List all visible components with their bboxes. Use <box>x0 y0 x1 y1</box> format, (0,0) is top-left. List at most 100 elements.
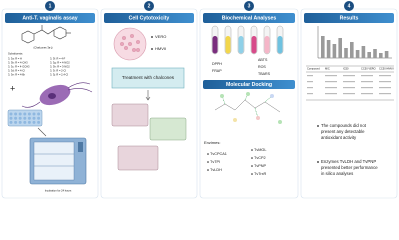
graphical-abstract: 1 2 3 4 Anti-T. vaginalis assay Cell Cyt… <box>1 1 398 199</box>
well <box>37 112 41 116</box>
trichomonas <box>21 82 93 108</box>
treatment-label: Treatment with chalcones <box>122 75 175 80</box>
cell-line: HMVII <box>155 46 166 51</box>
well <box>18 116 22 120</box>
substituent: 3, 3d: R = 4-Cl <box>8 69 25 73</box>
well <box>9 120 13 124</box>
incubation-label: Incubation for 24 hours <box>45 189 72 193</box>
table-cell <box>343 93 355 95</box>
enzyme: TvTrxR <box>254 172 267 176</box>
table-cell <box>361 81 373 83</box>
cell <box>136 40 140 44</box>
cell <box>132 48 136 52</box>
finding: in silico analyses <box>321 171 353 176</box>
results-table <box>306 65 394 101</box>
enzymes-title: Enzimes: <box>204 140 220 145</box>
cell <box>124 46 128 50</box>
finding: presented better performance <box>321 165 378 170</box>
step-number: 3 <box>248 4 251 10</box>
chalcone-structure <box>21 25 71 44</box>
bar-graphic <box>373 49 377 58</box>
table-rows <box>307 75 391 95</box>
tube-liquid <box>212 36 218 54</box>
table-cell <box>325 81 337 83</box>
well <box>23 120 27 124</box>
bullet <box>207 169 209 171</box>
table-cell <box>361 93 373 95</box>
plus: + <box>10 83 15 93</box>
well <box>9 112 13 116</box>
assay: ROS <box>258 65 266 69</box>
well <box>14 112 18 116</box>
headers <box>5 1 394 23</box>
substituent: 3, 3e: R = 4-Br <box>8 73 25 77</box>
cell-line: VERO <box>155 34 166 39</box>
enzyme: TvTPI <box>210 160 220 164</box>
table-cell <box>307 93 313 95</box>
table-cell <box>307 87 313 89</box>
finding: Enzymes TvLDH and TvPNP <box>321 159 376 164</box>
panel-title: Cell Cytotoxicity <box>129 16 170 22</box>
bar-graphic <box>384 51 389 58</box>
bar-graphic <box>326 40 331 58</box>
table-header: Compound <box>307 67 320 71</box>
well <box>18 120 22 124</box>
table-cell <box>325 75 337 77</box>
table-cell <box>379 93 391 95</box>
cell <box>120 42 124 46</box>
bar-graphic <box>355 50 360 58</box>
bar-graphic <box>338 38 342 58</box>
table-header: MIC <box>325 67 330 71</box>
well <box>18 112 22 116</box>
well <box>27 120 31 124</box>
table-cell <box>343 81 355 83</box>
table-cell <box>343 87 355 89</box>
well <box>27 112 31 116</box>
tube-liquid <box>238 36 244 54</box>
bar-graphic <box>379 53 383 58</box>
enzyme: TvMGL <box>254 148 266 152</box>
bullet <box>251 173 253 175</box>
table-cell <box>379 75 391 77</box>
table-cell <box>379 87 391 89</box>
well <box>32 112 36 116</box>
tube-liquid <box>225 36 231 54</box>
bar-graphic <box>321 36 325 58</box>
finding-bullets <box>317 125 319 163</box>
well-plate <box>7 109 43 127</box>
arrow <box>145 90 151 101</box>
well <box>14 116 18 120</box>
panel-title: Results <box>340 16 359 22</box>
tube-liquid <box>251 36 257 54</box>
finding: antioxidant activity <box>321 135 357 140</box>
docking-header <box>203 80 295 89</box>
bar-graphic <box>350 42 354 58</box>
table-cell <box>325 87 337 89</box>
cell <box>136 48 140 52</box>
bullet <box>151 48 153 50</box>
results-chart <box>317 26 392 59</box>
bar-graphic <box>367 52 371 58</box>
table-cell <box>379 81 391 83</box>
step-number: 1 <box>49 4 52 10</box>
table-cell <box>307 75 313 77</box>
well <box>27 116 31 120</box>
finding: present any detectable <box>321 129 365 134</box>
table-cell <box>325 93 337 95</box>
well <box>32 116 36 120</box>
bullet <box>151 36 153 38</box>
well <box>37 116 41 120</box>
bullet <box>207 161 209 163</box>
step-number: 4 <box>348 4 351 10</box>
docking-image <box>214 92 282 124</box>
table-cell <box>361 75 373 77</box>
substituents-title: Substituents: <box>8 52 23 56</box>
incubator <box>29 137 87 185</box>
well <box>23 112 27 116</box>
docking-title: Molecular Docking <box>226 82 272 88</box>
plates <box>111 103 187 171</box>
treatment-box <box>111 67 185 89</box>
cell <box>128 42 132 46</box>
bar-graphic <box>361 46 366 58</box>
tube-liquid <box>277 36 283 54</box>
